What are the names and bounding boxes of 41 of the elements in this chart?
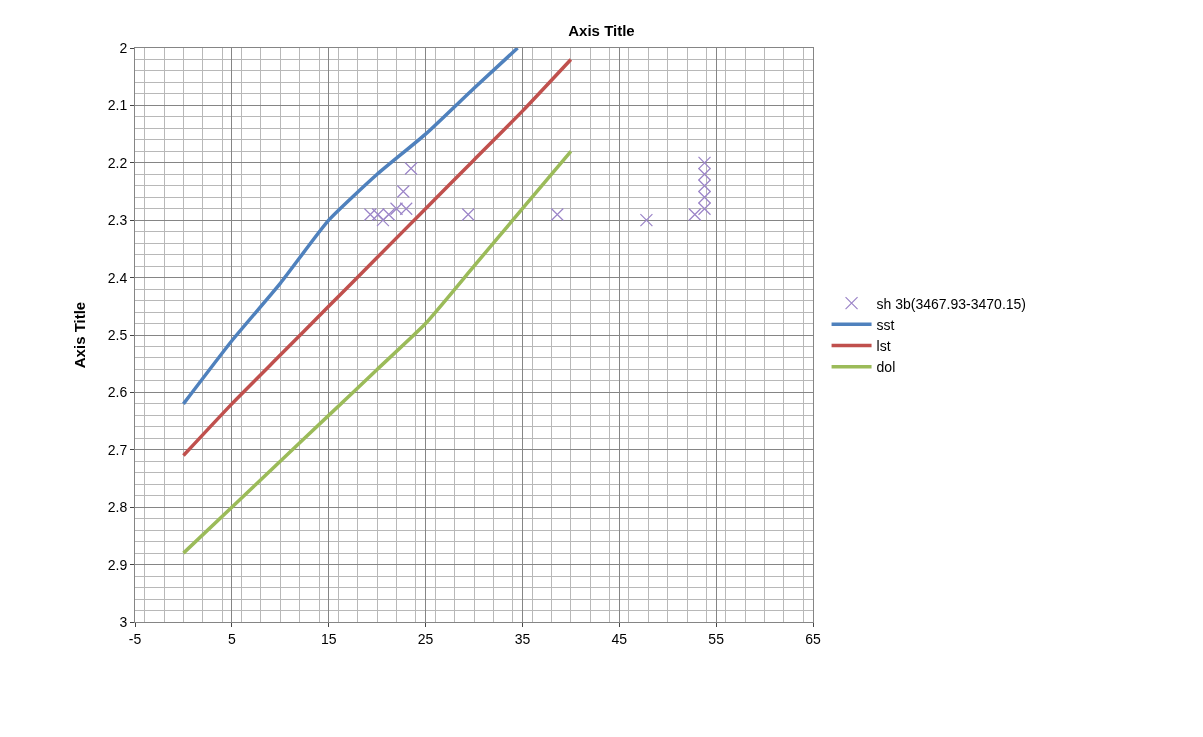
x-tick-label: 35 xyxy=(514,630,531,647)
x-tick-label: -5 xyxy=(128,630,142,647)
legend-label: sh 3b(3467.93-3470.15) xyxy=(876,295,1027,312)
line-series xyxy=(181,48,520,406)
point xyxy=(688,207,702,222)
y-tick-label: 2.3 xyxy=(107,212,128,229)
y-tick-label: 2 xyxy=(119,39,128,56)
legend-label: lst xyxy=(876,337,891,354)
x-tick-label: 25 xyxy=(417,630,434,647)
y-tick-label: 2.5 xyxy=(107,326,128,343)
legend-label: dol xyxy=(876,359,896,376)
point xyxy=(550,207,564,222)
legend-label: sst xyxy=(876,316,895,333)
point xyxy=(396,184,410,199)
line-series xyxy=(181,149,573,555)
y-axis-title: Axis Title xyxy=(70,301,88,369)
point xyxy=(697,179,712,193)
y-tick-label: 2.7 xyxy=(107,441,128,458)
point xyxy=(404,161,418,176)
point xyxy=(376,213,390,227)
point xyxy=(697,202,712,216)
y-tick-label: 2.4 xyxy=(107,269,128,286)
point xyxy=(697,156,712,170)
y-tick-label: 2.2 xyxy=(107,154,128,171)
x-tick-label: 55 xyxy=(708,630,725,647)
y-tick-label: 3 xyxy=(119,613,128,630)
x-tick-label: 65 xyxy=(805,630,821,647)
point xyxy=(697,167,712,181)
line-series xyxy=(181,57,573,458)
point xyxy=(639,213,654,227)
y-tick-label: 2.6 xyxy=(107,384,128,401)
chart-title: Axis Title xyxy=(568,22,635,40)
x-tick-label: 5 xyxy=(227,630,236,647)
point xyxy=(697,190,712,204)
y-tick-label: 2.9 xyxy=(107,556,128,573)
point xyxy=(461,207,475,222)
x-tick-label: 15 xyxy=(320,630,337,647)
x-tick-label: 45 xyxy=(611,630,628,647)
y-tick-label: 2.8 xyxy=(107,499,128,516)
y-tick-label: 2.1 xyxy=(107,97,128,114)
point xyxy=(363,207,377,222)
